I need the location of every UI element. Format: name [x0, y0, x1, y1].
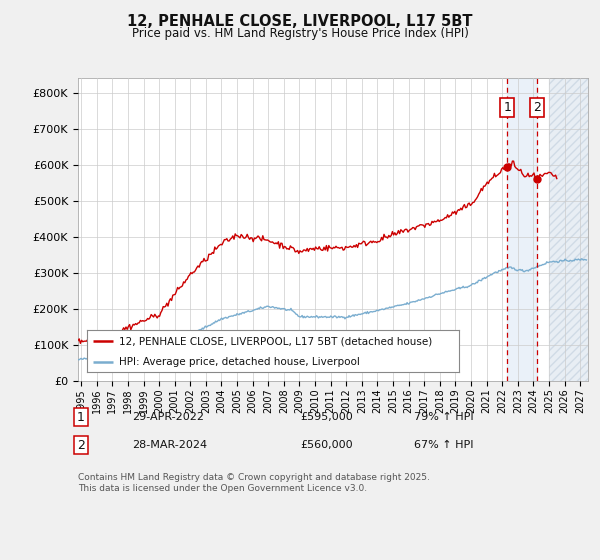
Bar [549, 78, 588, 381]
Text: 12, PENHALE CLOSE, LIVERPOOL, L17 5BT: 12, PENHALE CLOSE, LIVERPOOL, L17 5BT [127, 14, 473, 29]
Text: 1: 1 [503, 101, 511, 114]
Bar [508, 78, 538, 381]
Text: 1: 1 [77, 410, 85, 424]
Text: £560,000: £560,000 [300, 440, 353, 450]
Text: £595,000: £595,000 [300, 412, 353, 422]
Text: Contains HM Land Registry data © Crown copyright and database right 2025.
This d: Contains HM Land Registry data © Crown c… [78, 473, 430, 493]
Text: 12, PENHALE CLOSE, LIVERPOOL, L17 5BT (detached house): 12, PENHALE CLOSE, LIVERPOOL, L17 5BT (d… [119, 337, 432, 346]
Text: 29-APR-2022: 29-APR-2022 [132, 412, 204, 422]
Text: 2: 2 [77, 438, 85, 452]
Text: 2: 2 [533, 101, 541, 114]
Text: Price paid vs. HM Land Registry's House Price Index (HPI): Price paid vs. HM Land Registry's House … [131, 27, 469, 40]
Text: 67% ↑ HPI: 67% ↑ HPI [414, 440, 473, 450]
Text: 79% ↑ HPI: 79% ↑ HPI [414, 412, 473, 422]
Bar [549, 78, 588, 381]
Text: HPI: Average price, detached house, Liverpool: HPI: Average price, detached house, Live… [119, 357, 359, 367]
Text: 28-MAR-2024: 28-MAR-2024 [132, 440, 207, 450]
